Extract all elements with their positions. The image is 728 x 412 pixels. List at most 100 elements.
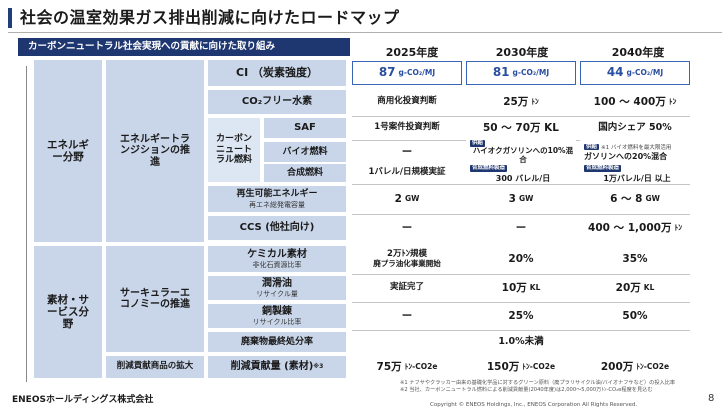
- copyright: Copyright © ENEOS Holdings, Inc., ENEOS …: [430, 402, 638, 408]
- bio-2040-tag: 供給: [584, 144, 600, 151]
- company-logo: ENEOSホールディングス株式会社: [12, 395, 154, 405]
- chemical-2025: 2万ﾄﾝ規模 廃プラ油化事業開始: [352, 246, 462, 272]
- lubricant-2040-value: 20万: [615, 281, 641, 294]
- reduction-2025: 75万 ﾄﾝ-CO2e: [352, 356, 462, 378]
- chemical-2025-value: 2万ﾄﾝ規模: [387, 248, 427, 259]
- sub-reduction: 削減貢献商品の拡大: [106, 356, 204, 378]
- row-waste-label: 廃棄物最終処分率: [208, 332, 346, 352]
- h2-2040-value: 100 ～ 400万: [593, 95, 666, 108]
- section-header: カーボンニュートラル社会実現への貢献に向けた取り組み: [18, 38, 350, 56]
- chemical-2025-value-b: 廃プラ油化事業開始: [373, 258, 441, 268]
- h2-2040-unit: ﾄﾝ: [668, 96, 677, 106]
- title-divider: [8, 32, 722, 33]
- year-2025: 2025年度: [385, 46, 439, 59]
- sub-circular-label: サーキュラーエコノミーの推進: [120, 287, 190, 311]
- ccs-2040-unit: ﾄﾝ: [674, 222, 682, 232]
- renewable-2040-value: 6 ～ 8: [610, 192, 643, 205]
- renewable-2025: 2 GW: [352, 186, 462, 212]
- reduction-2030-unit: ﾄﾝ-CO2e: [522, 361, 556, 371]
- row-h2-label: CO₂フリー水素: [208, 90, 346, 114]
- row-chemical: ケミカル素材 非化石資源比率: [208, 246, 346, 272]
- ci-2030-value: 81: [492, 65, 510, 80]
- synthetic-2040-tag: 合成燃料製造: [584, 165, 622, 172]
- category-energy: エネルギー分野: [34, 60, 102, 242]
- row-copper-label: 銅製錬: [262, 305, 292, 317]
- row-renewable-sublabel: 再エネ総発電容量: [249, 200, 305, 209]
- synthetic-2030: 合成燃料製造 300 バレル/日: [466, 164, 576, 184]
- row-copper: 銅製錬 リサイクル比率: [208, 304, 346, 328]
- bio-2030-value: ハイオクガソリンへの10%混合: [472, 146, 574, 165]
- bio-2040: 供給 ※1 バイオ燃料を最大限活用 ガソリンへの20%混合: [580, 140, 690, 164]
- h2-2030-value: 25万: [503, 95, 529, 108]
- divider: [352, 274, 690, 275]
- synthetic-2040: 合成燃料製造 1万バレル/日 以上: [580, 164, 690, 184]
- renewable-2030-value: 3: [508, 192, 516, 205]
- lubricant-2030-value: 10万: [501, 281, 527, 294]
- ccs-2030: ー: [466, 216, 576, 240]
- page-title: 社会の温室効果ガス排出削減に向けたロードマップ: [20, 8, 400, 27]
- divider: [352, 214, 690, 215]
- reduction-2030-value: 150万: [486, 360, 520, 373]
- bio-2030-tag: 供給: [470, 140, 486, 147]
- synthetic-2030-tag: 合成燃料製造: [470, 165, 508, 172]
- row-lubricant-sublabel: リサイクル量: [256, 290, 298, 299]
- sub-energy-transition-label: エネルギートランジションの推進: [120, 133, 190, 168]
- renewable-2040-unit: GW: [645, 193, 660, 203]
- synthetic-2040-value: 1万バレル/日 以上: [603, 174, 671, 184]
- row-ci-label: CI （炭素強度）: [208, 60, 346, 86]
- sub-energy-transition: エネルギートランジションの推進: [106, 60, 204, 242]
- saf-2040: 国内シェア 50%: [580, 118, 690, 138]
- row-renewable-label: 再生可能エネルギー: [236, 189, 318, 200]
- page-number: 8: [708, 393, 715, 404]
- lubricant-2040-unit: KL: [643, 282, 655, 292]
- h2-2030: 25万 ﾄﾝ: [466, 90, 576, 114]
- reduction-2040-unit: ﾄﾝ-CO2e: [636, 361, 670, 371]
- copper-2030: 25%: [466, 304, 576, 328]
- row-ccs-label: CCS (他社向け): [208, 216, 346, 240]
- row-saf-label: SAF: [264, 118, 346, 138]
- ccs-2040-value: 400 ～ 1,000万: [588, 221, 672, 234]
- title-accent: [8, 8, 12, 28]
- reduction-2040-value: 200万: [600, 360, 634, 373]
- year-2030: 2030年度: [495, 46, 549, 59]
- category-energy-label: エネルギー分野: [47, 138, 89, 163]
- reduction-2025-value: 75万: [376, 360, 402, 373]
- copper-2040: 50%: [580, 304, 690, 328]
- row-copper-sublabel: リサイクル比率: [252, 318, 302, 327]
- ccs-2040: 400 ～ 1,000万 ﾄﾝ: [580, 216, 690, 240]
- synthetic-2025: 1バレル/日規模実証: [352, 164, 462, 182]
- bio-2030: 供給 ハイオクガソリンへの10%混合: [466, 140, 576, 164]
- left-bracket: [26, 66, 27, 382]
- renewable-2025-value: 2: [394, 192, 402, 205]
- lubricant-2040: 20万 KL: [580, 276, 690, 300]
- row-reduction-label: 削減貢献量 (素材): [230, 361, 314, 373]
- lubricant-2030-unit: KL: [529, 282, 541, 292]
- category-materials: 素材・サービス分野: [34, 246, 102, 378]
- bio-2040-note: ※1 バイオ燃料を最大限活用: [601, 145, 672, 152]
- page-title-bar: 社会の温室効果ガス排出削減に向けたロードマップ: [8, 6, 722, 32]
- copper-2025: ー: [352, 304, 462, 328]
- footnote-2: ※2 当社、カーボンニュートラル燃料による削減貢献量(2040年度)は2,000…: [400, 387, 653, 393]
- row-renewable: 再生可能エネルギー 再エネ総発電容量: [208, 186, 346, 212]
- sub-circular: サーキュラーエコノミーの推進: [106, 246, 204, 352]
- h2-2030-unit: ﾄﾝ: [531, 96, 539, 106]
- reduction-2040: 200万 ﾄﾝ-CO2e: [580, 356, 690, 378]
- ci-2040: 44 g-CO₂/MJ: [580, 61, 690, 85]
- ccs-2025: ー: [352, 216, 462, 240]
- row-chemical-label: ケミカル素材: [247, 248, 307, 260]
- row-reduction: 削減貢献量 (素材) ※3: [208, 356, 346, 378]
- row-bio-label: バイオ燃料: [264, 142, 346, 162]
- renewable-2030-unit: GW: [518, 193, 534, 203]
- lubricant-2030: 10万 KL: [466, 276, 576, 300]
- h2-2040: 100 ～ 400万 ﾄﾝ: [580, 90, 690, 114]
- renewable-2030: 3 GW: [466, 186, 576, 212]
- footnote-1: ※1 ナフサやクラッカー由来の基礎化学品に対するグリーン原料（廃プラリサイクル油…: [400, 380, 676, 386]
- sub-cn-fuel: カーボンニュートラル燃料: [208, 118, 260, 182]
- category-materials-label: 素材・サービス分野: [47, 293, 89, 331]
- synthetic-2030-value: 300 バレル/日: [495, 174, 551, 184]
- ci-2025-value: 87: [378, 65, 396, 80]
- row-synthetic-label: 合成燃料: [264, 164, 346, 182]
- reduction-2025-unit: ﾄﾝ-CO2e: [404, 361, 438, 371]
- divider: [352, 116, 690, 117]
- row-lubricant-label: 潤滑油: [262, 277, 292, 289]
